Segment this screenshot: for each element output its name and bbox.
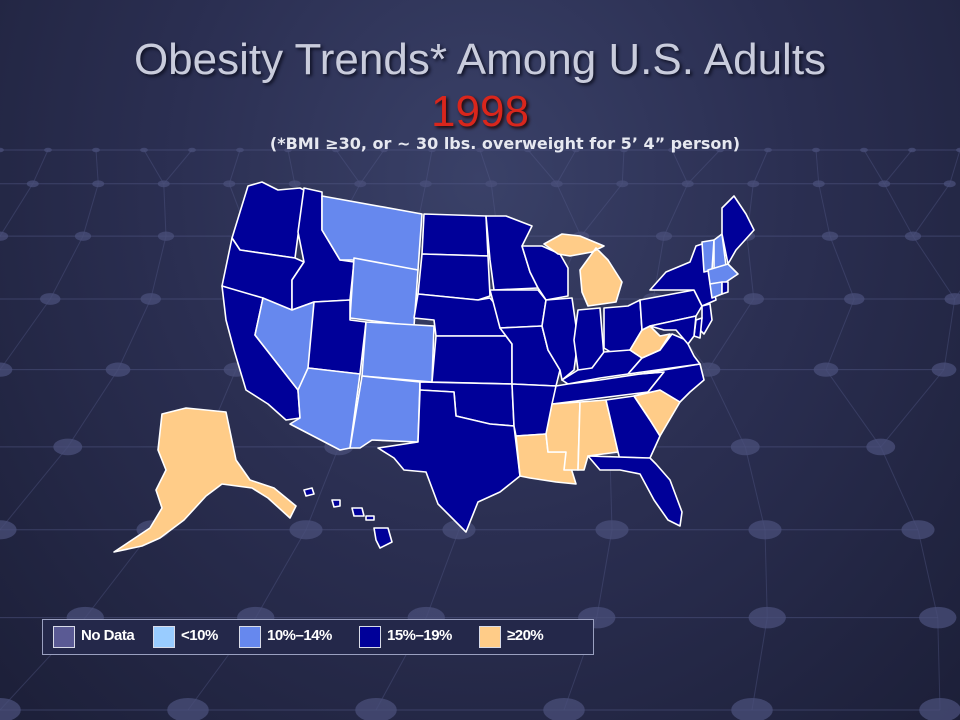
subtitle: (*BMI ≥30, or ~ 30 lbs. overweight for 5…: [269, 134, 741, 153]
state-vt: [701, 239, 715, 273]
state-ri: [721, 281, 729, 295]
state-tx: [377, 389, 521, 533]
legend-label: <10%: [181, 627, 218, 644]
legend-swatch: [359, 626, 381, 648]
state-md: [649, 315, 697, 345]
state-wi: [521, 245, 569, 301]
legend: No Data <10% 10%–14% 15%–19% ≥20%: [42, 619, 594, 655]
state-az: [289, 367, 361, 451]
legend-swatch: [239, 626, 261, 648]
state-wy: [349, 257, 419, 327]
state-ct: [709, 281, 723, 299]
state-nc: [633, 363, 705, 403]
state-sd: [417, 253, 491, 301]
state-hi: [303, 487, 393, 549]
state-nm: [349, 375, 421, 449]
title-year: 1998: [431, 87, 529, 136]
legend-label: 10%–14%: [267, 627, 332, 644]
legend-swatch: [53, 626, 75, 648]
legend-swatch: [479, 626, 501, 648]
state-ak: [113, 407, 297, 553]
legend-label: 15%–19%: [387, 627, 452, 644]
state-me: [721, 195, 755, 265]
state-ia: [489, 289, 547, 329]
state-ks: [431, 335, 513, 385]
legend-swatch: [153, 626, 175, 648]
legend-label: ≥20%: [507, 627, 544, 644]
state-mi: [543, 233, 623, 307]
state-ma: [707, 263, 739, 285]
state-fl: [587, 455, 683, 527]
page-title: Obesity Trends* Among U.S. Adults: [133, 35, 827, 84]
state-co: [361, 321, 435, 383]
state-wa: [231, 181, 305, 259]
state-mt: [321, 195, 423, 271]
legend-label: No Data: [81, 627, 135, 644]
state-nd: [421, 213, 489, 257]
